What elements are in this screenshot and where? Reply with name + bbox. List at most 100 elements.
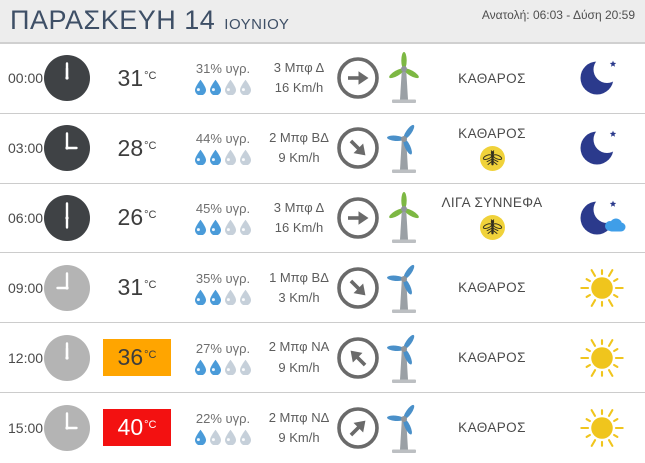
wind-speed-label: 9 Km/h [278,359,320,375]
time-label: 09:00 [8,279,44,296]
day-label: ΠΑΡΑΣΚΕΥΗ 14 [10,5,216,35]
humidity-label: 22% υγρ. [195,410,251,426]
time-label: 00:00 [8,70,44,87]
forecast-row: 15:00 40°C 22% υγρ. 2 Μπφ ΝΔ 9 Km/h ΚΑΘΑ… [0,393,645,463]
temperature-cell: 40°C [92,409,182,447]
temperature-cell: 36°C [92,339,182,377]
temperature-value: 36 [117,344,144,371]
time-label: 12:00 [8,349,44,366]
sky-condition-label: ΚΑΘΑΡΟΣ [458,125,526,141]
wind-direction-icon [334,126,382,170]
clock-icon [42,194,92,241]
humidity-label: 35% υγρ. [195,270,251,286]
temperature-cell: 31°C [92,65,182,92]
month-label: ΙΟΥΝΙΟΥ [224,16,290,33]
humidity-cell: 27% υγρ. [182,341,264,375]
temperature-value: 31 [117,274,144,301]
forecast-row: 12:00 36°C 27% υγρ. 2 Μπφ ΝΑ 9 Km/h ΚΑΘΑ… [0,323,645,393]
temperature-unit: °C [144,349,157,362]
wind-beaufort-label: 3 Μπφ Δ [273,199,325,215]
wind-turbine-icon [382,402,426,454]
wind-cell: 2 Μπφ ΝΔ 9 Km/h [264,408,334,448]
wind-speed-label: 16 Km/h [274,219,324,235]
temperature-cell: 26°C [92,204,182,231]
wind-cell: 3 Μπφ Δ 16 Km/h [264,198,334,238]
mosquito-icon [479,145,505,171]
forecast-table: 00:00 31°C 31% υγρ. 3 Μπφ Δ 16 Km/h ΚΑΘΑ… [0,44,645,463]
humidity-drops-icon [194,429,252,445]
humidity-drops-icon [194,359,252,375]
temperature-value: 31 [117,64,144,91]
mosquito-icon [479,215,505,241]
humidity-drops-icon [194,79,252,96]
wind-cell: 2 Μπφ ΒΔ 9 Km/h [264,128,334,168]
wind-speed-label: 16 Km/h [274,80,324,96]
temperature-badge: 31°C [118,274,157,301]
humidity-label: 45% υγρ. [195,200,251,216]
temperature-badge: 28°C [118,135,157,162]
temperature-badge: 31°C [118,65,157,92]
temperature-unit: °C [144,419,157,432]
wind-beaufort-label: 2 Μπφ ΒΔ [269,130,329,146]
humidity-cell: 44% υγρ. [182,131,264,166]
temperature-badge: 40°C [102,409,172,447]
wind-speed-label: 9 Km/h [278,150,320,166]
humidity-cell: 31% υγρ. [182,61,264,96]
wind-direction-icon [334,406,382,450]
clock-icon [42,125,92,172]
sky-condition-label: ΚΑΘΑΡΟΣ [458,70,526,86]
wind-direction-icon [334,266,382,310]
condition-cell: ΚΑΘΑΡΟΣ [426,126,558,171]
clock-icon [42,55,92,102]
sunrise-sunset-label: Ανατολή: 06:03 - Δύση 20:59 [481,8,635,22]
wind-cell: 3 Μπφ Δ 16 Km/h [264,58,334,98]
wind-cell: 2 Μπφ ΝΑ 9 Km/h [264,337,334,377]
sky-icon [558,403,645,453]
sky-condition-label: ΛΙΓΑ ΣΥΝΝΕΦΑ [441,195,543,211]
clock-icon [42,404,92,451]
day-header: ΠΑΡΑΣΚΕΥΗ 14 ΙΟΥΝΙΟΥ Ανατολή: 06:03 - Δύ… [0,0,645,44]
time-label: 03:00 [8,140,44,157]
temperature-value: 40 [117,414,144,441]
sky-icon [558,195,645,241]
wind-beaufort-label: 2 Μπφ ΝΔ [268,409,330,425]
temperature-cell: 31°C [92,274,182,301]
temperature-badge: 36°C [102,339,172,377]
humidity-cell: 35% υγρ. [182,271,264,305]
humidity-drops-icon [194,219,252,235]
humidity-drops-icon [194,289,252,305]
wind-direction-icon [334,56,382,100]
wind-direction-icon [334,196,382,240]
temperature-unit: °C [144,69,157,82]
sky-condition-label: ΚΑΘΑΡΟΣ [458,280,526,296]
sky-icon [558,333,645,383]
sky-condition-label: ΚΑΘΑΡΟΣ [458,420,526,436]
humidity-label: 31% υγρ. [195,61,251,77]
time-label: 15:00 [8,419,44,436]
wind-speed-label: 9 Km/h [278,429,320,445]
wind-direction-icon [334,336,382,380]
clock-icon [42,334,92,381]
temperature-badge: 26°C [118,204,157,231]
clock-icon [42,264,92,311]
forecast-row: 00:00 31°C 31% υγρ. 3 Μπφ Δ 16 Km/h ΚΑΘΑ… [0,44,645,114]
wind-speed-label: 3 Km/h [278,289,320,305]
wind-turbine-icon [382,332,426,384]
temperature-value: 26 [117,204,144,231]
forecast-row: 09:00 31°C 35% υγρ. 1 Μπφ ΒΔ 3 Km/h ΚΑΘΑ… [0,253,645,324]
condition-cell: ΚΑΘΑΡΟΣ [426,420,558,435]
temperature-value: 28 [117,134,144,161]
time-label: 06:00 [8,209,44,226]
humidity-cell: 45% υγρ. [182,201,264,235]
forecast-row: 06:00 26°C 45% υγρ. 3 Μπφ Δ 16 Km/h ΛΙΓΑ… [0,184,645,254]
humidity-label: 44% υγρ. [195,131,251,147]
humidity-drops-icon [194,149,252,166]
wind-beaufort-label: 1 Μπφ ΒΔ [269,269,329,285]
condition-cell: ΛΙΓΑ ΣΥΝΝΕΦΑ [426,195,558,241]
sky-icon [558,55,645,101]
condition-cell: ΚΑΘΑΡΟΣ [426,350,558,365]
condition-cell: ΚΑΘΑΡΟΣ [426,71,558,86]
sky-icon [558,125,645,171]
wind-cell: 1 Μπφ ΒΔ 3 Km/h [264,268,334,308]
